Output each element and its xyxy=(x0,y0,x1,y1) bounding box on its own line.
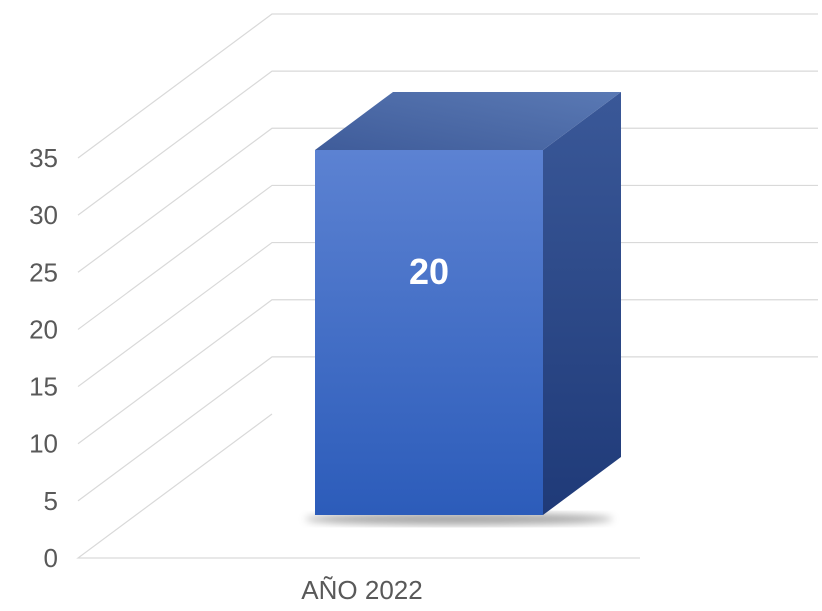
bar-side-face xyxy=(543,92,621,515)
bar-front-face xyxy=(315,150,543,515)
y-tick-label-0: 0 xyxy=(44,543,58,573)
y-tick-label-25: 25 xyxy=(29,257,58,287)
gridline-25 xyxy=(77,127,818,273)
gridline-5 xyxy=(77,356,818,502)
y-tick-label-5: 5 xyxy=(44,486,58,516)
y-tick-label-30: 30 xyxy=(29,200,58,230)
gridline-20 xyxy=(77,184,818,330)
bars: 20 xyxy=(305,92,621,525)
y-tick-label-10: 10 xyxy=(29,429,58,459)
gridlines xyxy=(77,13,818,502)
x-axis-categories: AÑO 2022 xyxy=(301,575,422,605)
data-label-0: 20 xyxy=(409,251,449,292)
y-tick-label-15: 15 xyxy=(29,372,58,402)
gridline-10 xyxy=(77,299,818,445)
y-tick-label-35: 35 xyxy=(29,143,58,173)
gridline-35 xyxy=(77,13,818,159)
gridline-15 xyxy=(77,241,818,388)
y-tick-label-20: 20 xyxy=(29,314,58,344)
y-axis-ticks: 0 5 10 15 20 25 30 35 xyxy=(29,143,58,573)
bar-top-face xyxy=(315,92,621,150)
bar-0: 20 xyxy=(305,92,621,525)
bar-shadow xyxy=(305,513,613,525)
floor-edge xyxy=(76,413,640,559)
gridline-30 xyxy=(77,70,818,216)
category-label-0: AÑO 2022 xyxy=(301,575,422,605)
